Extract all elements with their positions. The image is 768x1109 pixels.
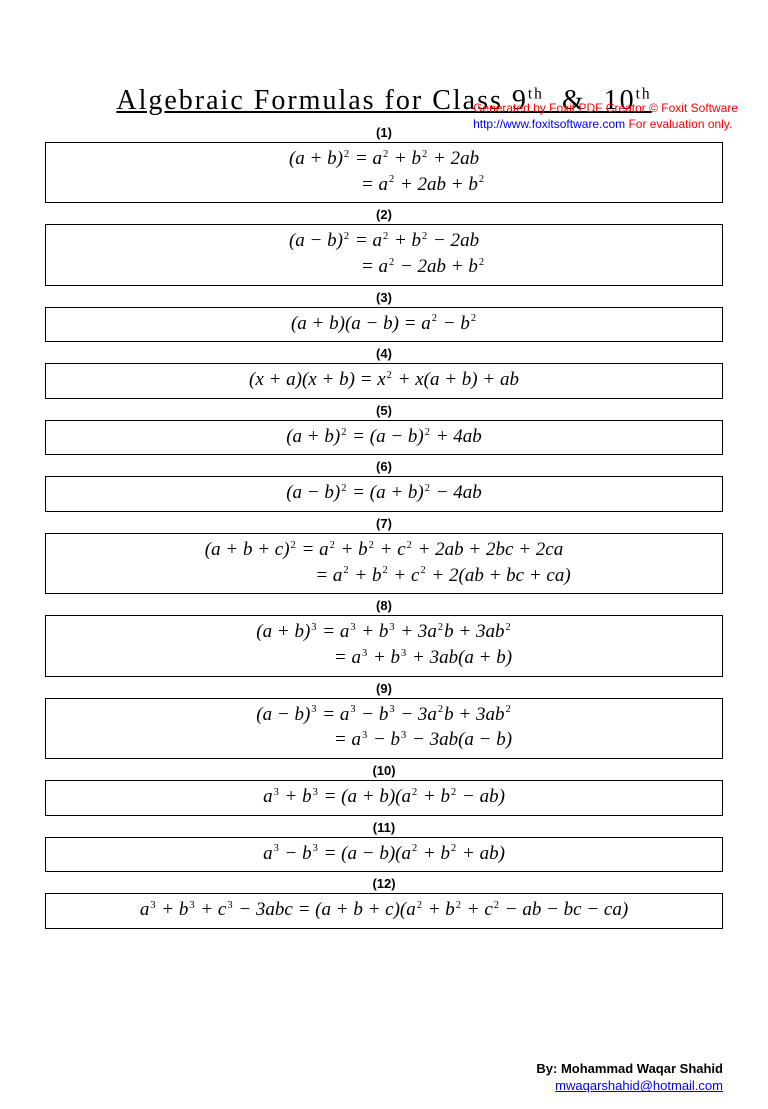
formula-number: (12) [45, 876, 723, 891]
formula-line: a3 + b3 = (a + b)(a2 + b2 − ab) [54, 784, 714, 810]
header-line2b: For evaluation only. [625, 117, 732, 131]
formula-line: a3 − b3 = (a − b)(a2 + b2 + ab) [54, 841, 714, 867]
formula-box: (a − b)2 = a2 + b2 − 2ab= a2 − 2ab + b2 [45, 224, 723, 285]
formula-block: (8) (a + b)3 = a3 + b3 + 3a2b + 3ab2= a3 … [45, 598, 723, 676]
formula-block: (3) (a + b)(a − b) = a2 − b2 [45, 290, 723, 343]
formula-number: (5) [45, 403, 723, 418]
formula-line: (a + b)(a − b) = a2 − b2 [54, 311, 714, 337]
formula-line: (x + a)(x + b) = x2 + x(a + b) + ab [54, 367, 714, 393]
formula-line: = a3 + b3 + 3ab(a + b) [54, 645, 714, 671]
formula-box: (a + b)(a − b) = a2 − b2 [45, 307, 723, 343]
formula-line: = a2 − 2ab + b2 [54, 254, 714, 280]
formula-box: a3 − b3 = (a − b)(a2 + b2 + ab) [45, 837, 723, 873]
formula-line: (a + b)2 = a2 + b2 + 2ab [54, 146, 714, 172]
formula-box: (x + a)(x + b) = x2 + x(a + b) + ab [45, 363, 723, 399]
formula-line: (a − b)2 = (a + b)2 − 4ab [54, 480, 714, 506]
formula-block: (6) (a − b)2 = (a + b)2 − 4ab [45, 459, 723, 512]
formula-line: = a2 + 2ab + b2 [54, 172, 714, 198]
formula-box: (a − b)3 = a3 − b3 − 3a2b + 3ab2= a3 − b… [45, 698, 723, 759]
formula-line: (a + b + c)2 = a2 + b2 + c2 + 2ab + 2bc … [54, 537, 714, 563]
formula-box: a3 + b3 = (a + b)(a2 + b2 − ab) [45, 780, 723, 816]
formula-block: (5) (a + b)2 = (a − b)2 + 4ab [45, 403, 723, 456]
header-line1: Generated by Foxit PDF Creator © Foxit S… [473, 101, 738, 115]
formula-block: (7) (a + b + c)2 = a2 + b2 + c2 + 2ab + 2… [45, 516, 723, 594]
byline: By: Mohammad Waqar Shahid [536, 1061, 723, 1076]
formula-line: a3 + b3 + c3 − 3abc = (a + b + c)(a2 + b… [54, 897, 714, 923]
formula-box: (a + b + c)2 = a2 + b2 + c2 + 2ab + 2bc … [45, 533, 723, 594]
formula-line: = a2 + b2 + c2 + 2(ab + bc + ca) [54, 563, 714, 589]
footer: By: Mohammad Waqar Shahid mwaqarshahid@h… [536, 1060, 723, 1095]
formula-box: (a + b)3 = a3 + b3 + 3a2b + 3ab2= a3 + b… [45, 615, 723, 676]
formula-block: (9) (a − b)3 = a3 − b3 − 3a2b + 3ab2= a3 … [45, 681, 723, 759]
formula-block: (1)(a + b)2 = a2 + b2 + 2ab= a2 + 2ab + … [45, 125, 723, 203]
formula-box: a3 + b3 + c3 − 3abc = (a + b + c)(a2 + b… [45, 893, 723, 929]
formula-block: (12) a3 + b3 + c3 − 3abc = (a + b + c)(a2… [45, 876, 723, 929]
formula-container: (1)(a + b)2 = a2 + b2 + 2ab= a2 + 2ab + … [0, 125, 768, 929]
formula-block: (4) (x + a)(x + b) = x2 + x(a + b) + ab [45, 346, 723, 399]
formula-number: (7) [45, 516, 723, 531]
formula-line: (a − b)2 = a2 + b2 − 2ab [54, 228, 714, 254]
formula-line: = a3 − b3 − 3ab(a − b) [54, 727, 714, 753]
formula-box: (a − b)2 = (a + b)2 − 4ab [45, 476, 723, 512]
formula-box: (a + b)2 = (a − b)2 + 4ab [45, 420, 723, 456]
formula-block: (11) a3 − b3 = (a − b)(a2 + b2 + ab) [45, 820, 723, 873]
formula-number: (10) [45, 763, 723, 778]
formula-number: (4) [45, 346, 723, 361]
header-watermark: Generated by Foxit PDF Creator © Foxit S… [473, 101, 738, 132]
formula-line: (a + b)2 = (a − b)2 + 4ab [54, 424, 714, 450]
author-email[interactable]: mwaqarshahid@hotmail.com [555, 1078, 723, 1093]
formula-block: (10) a3 + b3 = (a + b)(a2 + b2 − ab) [45, 763, 723, 816]
formula-line: (a − b)3 = a3 − b3 − 3a2b + 3ab2 [54, 702, 714, 728]
formula-number: (2) [45, 207, 723, 222]
formula-number: (6) [45, 459, 723, 474]
formula-number: (9) [45, 681, 723, 696]
formula-number: (11) [45, 820, 723, 835]
formula-number: (3) [45, 290, 723, 305]
formula-number: (8) [45, 598, 723, 613]
formula-box: (a + b)2 = a2 + b2 + 2ab= a2 + 2ab + b2 [45, 142, 723, 203]
formula-line: (a + b)3 = a3 + b3 + 3a2b + 3ab2 [54, 619, 714, 645]
header-link[interactable]: http://www.foxitsoftware.com [473, 117, 625, 131]
formula-block: (2) (a − b)2 = a2 + b2 − 2ab= a2 − 2ab + … [45, 207, 723, 285]
